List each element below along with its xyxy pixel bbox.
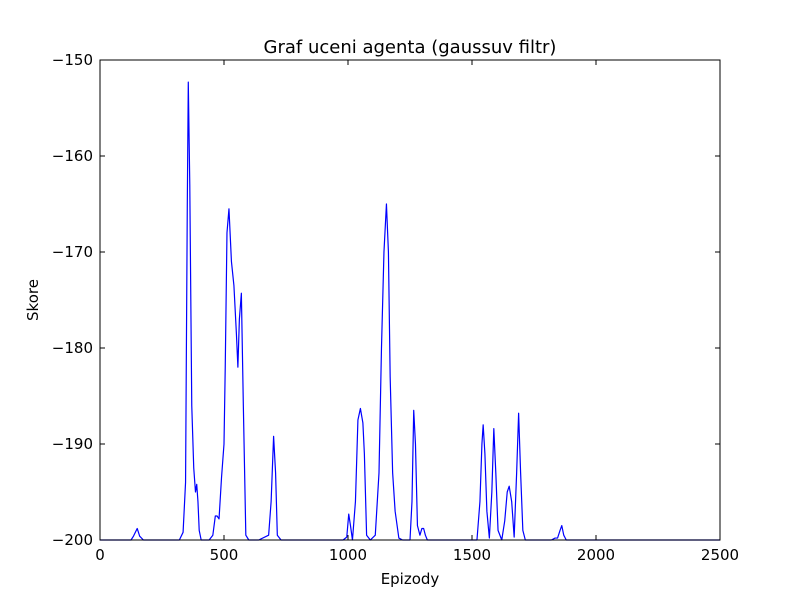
y-axis-title: Skore (24, 279, 42, 321)
chart-title: Graf uceni agenta (gaussuv filtr) (264, 37, 557, 58)
x-tick-label: 1000 (329, 546, 367, 564)
y-tick-label: −150 (52, 51, 93, 69)
x-axis: 0 500 1000 1500 2000 2500 (95, 60, 739, 564)
x-axis-title: Epizody (381, 570, 440, 588)
x-tick-label: 2000 (577, 546, 615, 564)
y-tick-label: −160 (52, 147, 93, 165)
y-tick-label: −190 (52, 435, 93, 453)
x-tick-label: 2500 (701, 546, 739, 564)
x-tick-label: 500 (210, 546, 239, 564)
plot-frame (99, 59, 721, 541)
x-tick-label: 1500 (453, 546, 491, 564)
y-tick-label: −170 (52, 243, 93, 261)
x-tick-label: 0 (95, 546, 105, 564)
y-tick-label: −200 (52, 531, 93, 549)
y-tick-label: −180 (52, 339, 93, 357)
